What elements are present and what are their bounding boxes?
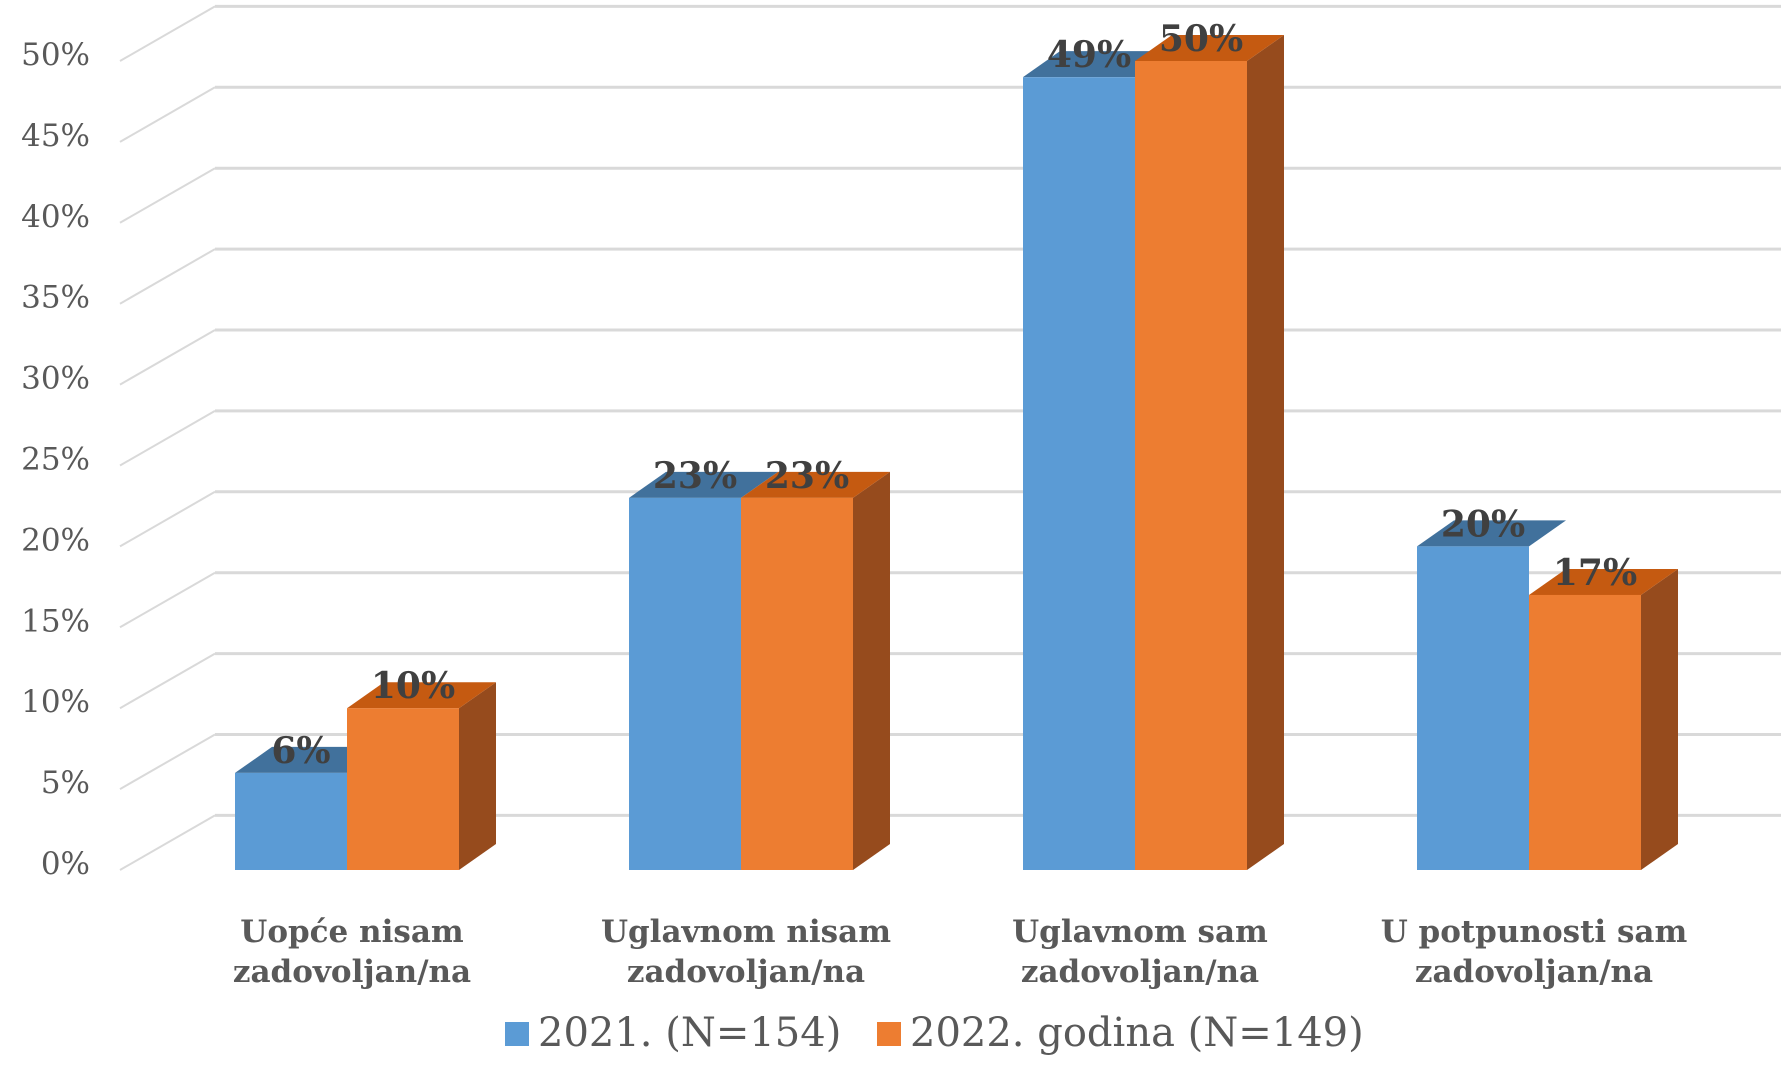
bar-side — [853, 471, 890, 870]
y-tick-label: 45% — [21, 118, 90, 154]
category-labels: Uopće nisam zadovoljan/na Uglavnom nisam za… — [233, 914, 1688, 990]
bar-front — [1023, 77, 1135, 871]
bar-top — [1135, 35, 1284, 61]
bar-top — [1023, 51, 1172, 78]
bar — [235, 746, 384, 870]
bar-front — [235, 772, 347, 870]
y-tick-label: 10% — [21, 684, 90, 720]
bar — [1135, 35, 1284, 870]
legend-label: 2021. (N=154) — [538, 1010, 841, 1056]
bar-top — [347, 682, 496, 709]
category-label-line: Uglavnom sam — [1012, 914, 1268, 950]
category-label-line: U potpunosti sam — [1381, 914, 1688, 950]
y-tick-label: 40% — [21, 199, 90, 235]
gridline-side — [119, 5, 216, 62]
bar — [629, 471, 778, 870]
data-label: 50% — [1159, 18, 1243, 60]
y-tick-label: 15% — [21, 603, 90, 639]
legend-swatch — [505, 1022, 529, 1046]
category-label: Uopće nisam zadovoljan/na — [233, 914, 471, 990]
bar — [347, 682, 496, 870]
bar-top — [1417, 520, 1566, 547]
category-label-line: zadovoljan/na — [233, 954, 471, 990]
category-label-line: zadovoljan/na — [1021, 954, 1259, 990]
bar-front — [1417, 546, 1529, 870]
gridline-side — [119, 733, 216, 790]
legend: 2021. (N=154) 2022. godina (N=149) — [505, 1010, 1364, 1056]
y-axis-ticks: 0% 5% 10% 15% 20% 25% 30% 35% 40% 45% 50% — [21, 37, 90, 882]
category-label-line: Uopće nisam — [240, 914, 464, 950]
bar-front — [1135, 61, 1247, 870]
data-label: 6% — [271, 730, 330, 772]
y-tick-label: 20% — [21, 522, 90, 558]
bar-front — [347, 708, 459, 870]
data-label: 17% — [1553, 552, 1637, 594]
gridline-side — [119, 248, 216, 305]
data-label: 20% — [1441, 503, 1525, 545]
gridlines — [119, 4, 1781, 871]
category-label: Uglavnom sam zadovoljan/na — [1012, 914, 1268, 990]
gridline-side — [119, 329, 216, 386]
y-tick-label: 30% — [21, 361, 90, 397]
legend-swatch — [877, 1022, 901, 1046]
legend-label: 2022. godina (N=149) — [910, 1010, 1364, 1056]
category-label-line: Uglavnom nisam — [601, 914, 891, 950]
data-label: 10% — [371, 665, 455, 707]
gridline-side — [119, 167, 216, 224]
data-labels: 6% 10% 23% 23% 49% 50% 20% 17% — [271, 18, 1637, 772]
y-tick-label: 5% — [41, 765, 90, 801]
bar-side — [1641, 568, 1678, 870]
gridline-side — [119, 490, 216, 548]
gridline-side — [119, 571, 216, 629]
gridline-side — [119, 652, 216, 710]
y-tick-label: 50% — [21, 37, 90, 73]
category-label: U potpunosti sam zadovoljan/na — [1381, 914, 1688, 990]
bar-top — [235, 746, 384, 773]
category-label-line: zadovoljan/na — [1415, 954, 1653, 990]
category-label-line: zadovoljan/na — [627, 954, 865, 990]
bars — [235, 35, 1678, 871]
bar-side — [459, 682, 496, 870]
category-label: Uglavnom nisam zadovoljan/na — [601, 914, 891, 990]
bar — [1529, 568, 1678, 870]
bar-top — [629, 471, 778, 498]
gridline-side — [119, 86, 216, 143]
bar-top — [1529, 568, 1678, 595]
bar-front — [741, 497, 853, 870]
gridline-side — [119, 410, 216, 467]
bar — [1023, 51, 1172, 871]
data-label: 23% — [653, 455, 737, 497]
gridline-side — [119, 814, 216, 871]
y-tick-label: 35% — [21, 280, 90, 316]
bar-side — [1247, 35, 1284, 870]
data-label: 49% — [1047, 34, 1131, 76]
y-tick-label: 25% — [21, 442, 90, 478]
bar-front — [629, 497, 741, 870]
bar — [1417, 520, 1566, 870]
y-tick-label: 0% — [41, 846, 90, 882]
data-label: 23% — [765, 455, 849, 497]
bar-top — [741, 471, 890, 498]
bar — [741, 471, 890, 870]
bar-front — [1529, 594, 1641, 870]
